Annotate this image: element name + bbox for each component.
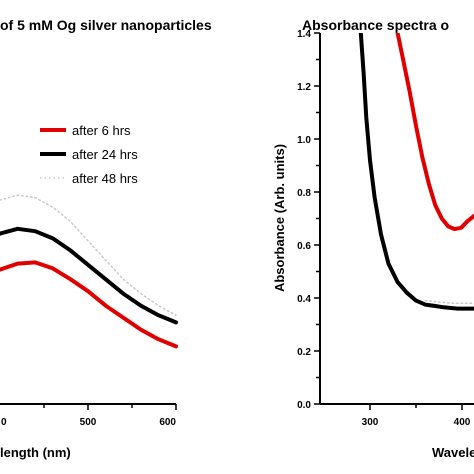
right-x-tick-label-400: 400 (454, 417, 471, 428)
right-y-tick-label-0.6: 0.6 (297, 241, 311, 252)
right-series-group (358, 33, 474, 311)
left-legend: after 6 hrs after 24 hrs after 48 hrs (40, 123, 138, 186)
right-x-tick-label-300: 300 (362, 417, 379, 428)
left-series-line-1 (0, 226, 178, 325)
left-x-axis-label: length (nm) (0, 445, 71, 460)
left-series-line-2 (0, 194, 177, 316)
right-y-tick-label-1.0: 1.0 (297, 135, 311, 146)
legend-label-2: after 48 hrs (72, 171, 138, 186)
left-x-tick-label-500: 500 (80, 417, 97, 428)
left-chart-title: of 5 mM Og silver nanoparticles (0, 17, 212, 33)
right-y-axis-label: Absorbance (Arb. units) (272, 144, 287, 292)
right-y-ticks: 0.0 0.2 0.4 0.6 0.8 1.0 1.2 1.4 (297, 29, 320, 411)
left-series-line-0 (0, 260, 178, 349)
left-series-group (0, 194, 178, 349)
left-x-ticks: 500 600 (43, 404, 177, 428)
legend-label-1: after 24 hrs (72, 147, 138, 162)
right-x-ticks: 300 400 (362, 404, 471, 428)
right-chart: Absorbance spectra o 0.0 0.2 0.4 0.6 0.8 1.0 1… (272, 17, 474, 460)
right-series-line-1 (358, 33, 474, 311)
left-x-tick-label-600: 600 (159, 417, 176, 428)
right-y-tick-label-0.2: 0.2 (297, 347, 311, 358)
legend-label-0: after 6 hrs (72, 123, 131, 138)
right-y-tick-label-1.4: 1.4 (297, 29, 311, 40)
left-x-tick-label-partial: 0 (1, 417, 7, 428)
right-y-tick-label-0.4: 0.4 (297, 294, 311, 305)
right-x-axis-label: Wavele (432, 445, 474, 460)
right-y-tick-label-1.2: 1.2 (297, 82, 311, 93)
right-chart-title: Absorbance spectra o (302, 17, 449, 33)
left-chart: of 5 mM Og silver nanoparticles 500 600 0… (0, 17, 212, 460)
right-y-tick-label-0.8: 0.8 (297, 188, 311, 199)
right-series-line-0 (395, 33, 474, 232)
right-y-tick-label-0.0: 0.0 (297, 400, 311, 411)
right-series-line-2 (424, 299, 474, 305)
